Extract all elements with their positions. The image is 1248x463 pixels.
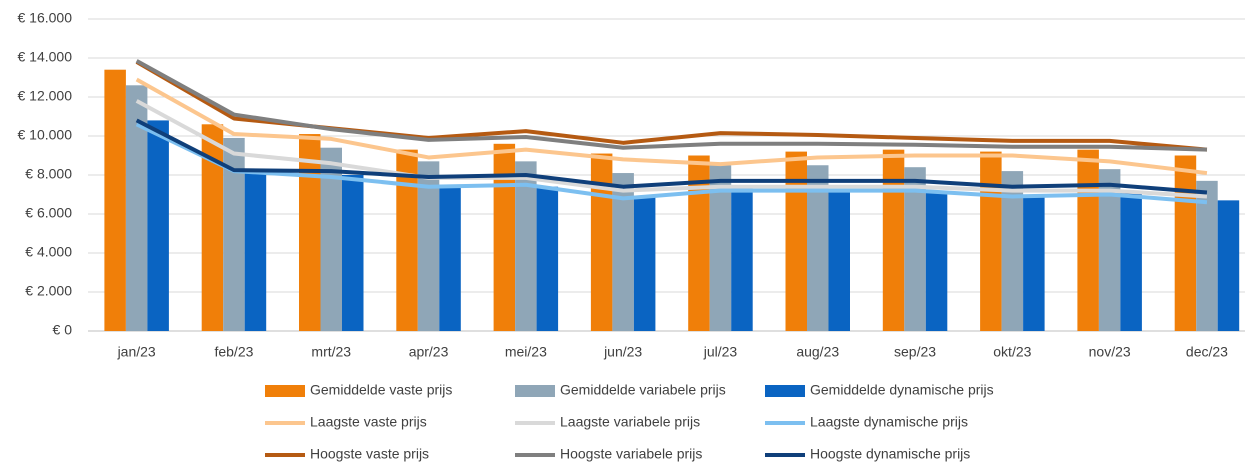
x-tick-label: mrt/23 (311, 344, 351, 360)
bar (493, 143, 516, 331)
bar (1120, 190, 1142, 331)
bar (1023, 194, 1045, 331)
bar (223, 137, 245, 331)
bar (904, 167, 926, 331)
bar (536, 186, 559, 331)
x-tick-label: aug/23 (796, 344, 839, 360)
bar (633, 196, 656, 331)
line (135, 122, 1208, 205)
bar (980, 151, 1002, 331)
y-tick-label: € 12.000 (18, 88, 73, 104)
bar (709, 165, 732, 331)
bar (299, 134, 321, 331)
bar (104, 69, 126, 331)
legend-label: Laagste vaste prijs (310, 414, 427, 430)
legend-swatch (265, 385, 305, 397)
legend-label: Gemiddelde dynamische prijs (810, 382, 994, 398)
bar (417, 161, 440, 331)
bar (201, 124, 224, 331)
y-tick-label: € 2.000 (25, 283, 72, 299)
x-tick-label: nov/23 (1089, 344, 1131, 360)
x-tick-label: jul/23 (703, 344, 738, 360)
legend-label: Laagste dynamische prijs (810, 414, 968, 430)
bar (439, 184, 461, 331)
legend-swatch (765, 385, 805, 397)
x-tick-label: feb/23 (214, 344, 253, 360)
x-tick-label: mei/23 (505, 344, 547, 360)
bar (1001, 171, 1024, 331)
x-tick-label: dec/23 (1186, 344, 1228, 360)
line (135, 77, 1208, 176)
bar (612, 173, 634, 331)
line (135, 99, 1208, 199)
bar (125, 85, 148, 331)
bar (590, 153, 613, 331)
x-tick-label: sep/23 (894, 344, 936, 360)
bar (147, 120, 169, 332)
bar (1174, 155, 1197, 331)
bar (731, 188, 753, 331)
bar (785, 151, 807, 331)
y-tick-label: € 16.000 (18, 10, 73, 26)
bar (320, 147, 342, 331)
legend-swatch (515, 385, 555, 397)
legend-label: Gemiddelde vaste prijs (310, 382, 452, 398)
x-tick-label: jun/23 (603, 344, 642, 360)
bar (396, 149, 418, 331)
x-tick-label: okt/23 (993, 344, 1031, 360)
x-tick-label: jan/23 (117, 344, 156, 360)
legend-label: Hoogste variabele prijs (560, 446, 702, 462)
bar (882, 149, 905, 331)
y-tick-label: € 10.000 (18, 127, 73, 143)
line (135, 59, 1208, 152)
line (135, 118, 1208, 195)
bar (1098, 169, 1121, 331)
bar (1217, 200, 1240, 331)
y-tick-label: € 6.000 (25, 205, 72, 221)
bar (342, 175, 364, 331)
legend-label: Hoogste dynamische prijs (810, 446, 970, 462)
y-tick-label: € 4.000 (25, 244, 72, 260)
bar (1077, 149, 1099, 331)
bar (244, 171, 267, 331)
bar (688, 155, 710, 331)
bar (828, 190, 850, 331)
legend-label: Gemiddelde variabele prijs (560, 382, 726, 398)
bar (807, 165, 829, 331)
legend-label: Hoogste vaste prijs (310, 446, 429, 462)
y-tick-label: € 8.000 (25, 166, 72, 182)
bar (925, 192, 948, 331)
bar (515, 161, 537, 331)
legend-label: Laagste variabele prijs (560, 414, 700, 430)
y-tick-label: € 0 (53, 322, 73, 338)
bar (1196, 180, 1218, 331)
x-tick-label: apr/23 (409, 344, 449, 360)
y-tick-label: € 14.000 (18, 49, 73, 65)
